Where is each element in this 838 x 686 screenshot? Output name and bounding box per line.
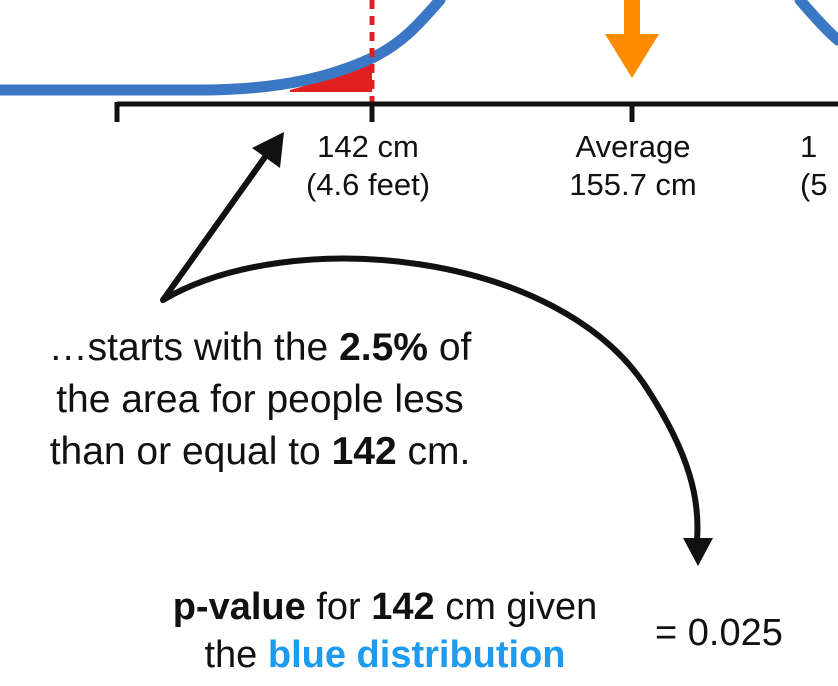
tick-label-average-value: 155.7 cm [569,167,697,202]
explanation-line-1-post: of [427,326,472,369]
pvalue-given: cm given [434,586,598,628]
explanation-line-3: than or equal to 142 cm. [4,426,516,478]
pvalue-the: the [204,634,268,676]
explanation-line-2: the area for people less [56,378,464,421]
pvalue-142: 142 [371,586,435,628]
explanation-threshold: 142 [331,430,397,473]
tick-label-right-line2: (5 [800,167,828,202]
tick-label-142: 142 cm (4.6 feet) [268,128,468,204]
explanation-line-1: …starts with the 2.5% of [4,322,516,374]
pvalue-for: for [305,586,372,628]
pointer-arrow-to-142 [160,132,284,303]
tick-label-right-line1: 1 [800,129,818,164]
explanation-text: …starts with the 2.5% of the area for pe… [4,322,516,478]
tick-label-average-title: Average [575,129,691,164]
curved-arrow-to-pvalue [160,255,713,566]
pvalue-description: p-value for 142 cm given the blue distri… [120,583,650,679]
distribution-curve [0,0,446,96]
tick-label-average: Average 155.7 cm [533,128,733,204]
explanation-percent: 2.5% [339,326,428,369]
blue-distribution-text: blue distribution [267,634,566,676]
tick-label-right-cut: 1 (5 [800,128,838,204]
pvalue-result: = 0.025 [655,612,783,654]
shaded-tail-area [290,60,372,92]
pvalue-line-1: p-value for 142 cm given [120,583,650,631]
explanation-line-1-pre: …starts with the [48,326,340,369]
explanation-line-3-pre: than or equal to [49,430,332,473]
average-arrow [605,0,659,78]
tick-label-142-cm: 142 cm [317,129,419,164]
explanation-line-3-post: cm. [396,430,471,473]
pvalue-line-2: the blue distribution [120,631,650,679]
distribution-curve-right [794,0,838,46]
tick-label-142-feet: (4.6 feet) [305,167,431,202]
pvalue-label: p-value [172,586,306,628]
